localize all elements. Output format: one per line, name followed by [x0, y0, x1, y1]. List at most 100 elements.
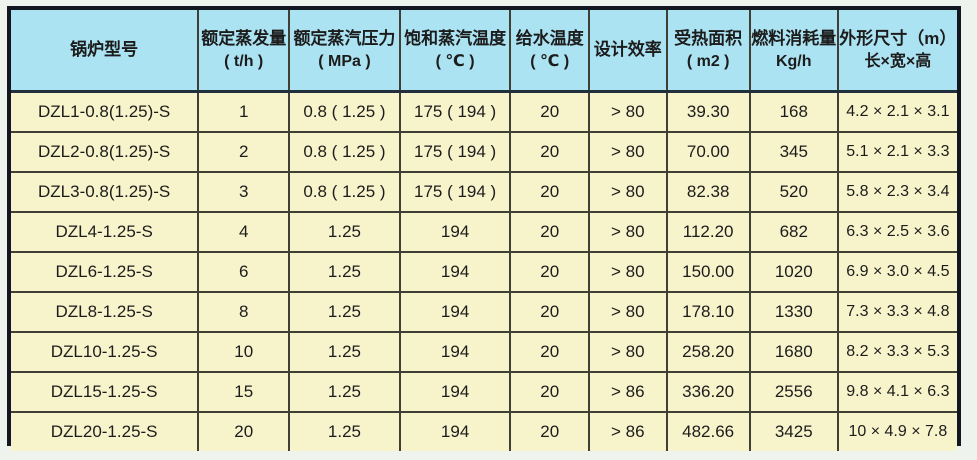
boiler-spec-table: 锅炉型号 额定蒸发量 ( t/h ) 额定蒸汽压力 ( MPa ) 饱和蒸汽温度 ( ℃ )…: [7, 6, 961, 451]
cell-design-efficiency: > 80: [587, 90, 668, 133]
cell-dimensions: 5.1 × 2.1 × 3.3: [836, 131, 957, 173]
cell-design-efficiency: > 80: [587, 331, 668, 373]
col-header-feed-water-temp: 给水温度 ( ℃ ): [509, 10, 590, 93]
cell-saturated-steam-temp: 194: [398, 411, 512, 451]
cell-design-efficiency: > 80: [587, 291, 668, 333]
cell-heating-area: 82.38: [665, 171, 751, 213]
col-header-fuel-consumption: 燃料消耗量 Kg/h: [748, 10, 839, 93]
cell-feed-water-temp: 20: [509, 90, 590, 133]
cell-dimensions: 10 × 4.9 × 7.8: [836, 411, 957, 451]
cell-rated-steam-pressure: 1.25: [288, 331, 401, 373]
cell-feed-water-temp: 20: [509, 211, 590, 253]
col-title: 额定蒸发量: [201, 28, 287, 48]
cell-rated-evaporation: 4: [197, 211, 291, 253]
cell-design-efficiency: > 86: [587, 411, 668, 451]
table-row: DZL1-0.8(1.25)-S 1 0.8 ( 1.25 ) 175 ( 194 )…: [11, 90, 957, 133]
cell-feed-water-temp: 20: [509, 251, 590, 293]
cell-feed-water-temp: 20: [509, 331, 590, 373]
cell-fuel-consumption: 2556: [748, 371, 839, 413]
cell-heating-area: 150.00: [665, 251, 751, 293]
table-row: DZL20-1.25-S 20 1.25 194 20 > 86 482.66 3425 10 …: [11, 411, 957, 451]
cell-dimensions: 6.9 × 3.0 × 4.5: [836, 251, 957, 293]
cell-saturated-steam-temp: 175 ( 194 ): [398, 171, 512, 213]
cell-design-efficiency: > 80: [587, 171, 668, 213]
cell-saturated-steam-temp: 175 ( 194 ): [398, 131, 512, 173]
cell-fuel-consumption: 520: [748, 171, 839, 213]
cell-rated-steam-pressure: 1.25: [288, 211, 401, 253]
cell-fuel-consumption: 1020: [748, 251, 839, 293]
col-header-dimensions: 外形尺寸（m） 长×宽×高: [836, 10, 957, 93]
cell-fuel-consumption: 3425: [748, 411, 839, 451]
cell-heating-area: 178.10: [665, 291, 751, 333]
cell-fuel-consumption: 1680: [748, 331, 839, 373]
col-title: 给水温度: [515, 28, 584, 48]
col-header-saturated-steam-temp: 饱和蒸汽温度 ( ℃ ): [398, 10, 512, 93]
col-title: 锅炉型号: [70, 39, 139, 59]
cell-rated-evaporation: 1: [197, 90, 291, 133]
cell-model: DZL10-1.25-S: [11, 331, 200, 373]
cell-dimensions: 6.3 × 2.5 × 3.6: [836, 211, 957, 253]
col-unit: ( m2 ): [686, 52, 730, 70]
cell-heating-area: 258.20: [665, 331, 751, 373]
col-unit: Kg/h: [775, 52, 812, 70]
cell-feed-water-temp: 20: [509, 371, 590, 413]
col-unit: ( ℃ ): [435, 52, 475, 70]
cell-design-efficiency: > 80: [587, 131, 668, 173]
cell-design-efficiency: > 80: [587, 211, 668, 253]
cell-saturated-steam-temp: 194: [398, 371, 512, 413]
table-row: DZL6-1.25-S 6 1.25 194 20 > 80 150.00 1020 6.9 ×…: [11, 251, 957, 293]
cell-dimensions: 4.2 × 2.1 × 3.1: [836, 90, 957, 133]
table-header: 锅炉型号 额定蒸发量 ( t/h ) 额定蒸汽压力 ( MPa ) 饱和蒸汽温度 ( ℃ )…: [11, 10, 957, 93]
cell-feed-water-temp: 20: [509, 131, 590, 173]
cell-rated-steam-pressure: 0.8 ( 1.25 ): [288, 171, 401, 213]
cell-rated-steam-pressure: 1.25: [288, 251, 401, 293]
cell-heating-area: 482.66: [665, 411, 751, 451]
cell-dimensions: 9.8 × 4.1 × 6.3: [836, 371, 957, 413]
table-row: DZL3-0.8(1.25)-S 3 0.8 ( 1.25 ) 175 ( 194 )…: [11, 171, 957, 213]
col-unit: 长×宽×高: [864, 52, 932, 70]
col-header-rated-steam-pressure: 额定蒸汽压力 ( MPa ): [288, 10, 401, 93]
col-unit: ( MPa ): [318, 52, 371, 70]
cell-saturated-steam-temp: 194: [398, 291, 512, 333]
cell-fuel-consumption: 682: [748, 211, 839, 253]
cell-saturated-steam-temp: 175 ( 194 ): [398, 90, 512, 133]
cell-feed-water-temp: 20: [509, 171, 590, 213]
cell-heating-area: 39.30: [665, 90, 751, 133]
cell-saturated-steam-temp: 194: [398, 211, 512, 253]
cell-rated-steam-pressure: 1.25: [288, 411, 401, 451]
cell-dimensions: 7.3 × 3.3 × 4.8: [836, 291, 957, 333]
col-title: 设计效率: [593, 39, 662, 59]
cell-dimensions: 8.2 × 3.3 × 5.3: [836, 331, 957, 373]
cell-fuel-consumption: 168: [748, 90, 839, 133]
col-title: 受热面积: [674, 28, 743, 48]
table-body: DZL1-0.8(1.25)-S 1 0.8 ( 1.25 ) 175 ( 194 )…: [11, 90, 957, 451]
cell-rated-steam-pressure: 1.25: [288, 371, 401, 413]
cell-saturated-steam-temp: 194: [398, 331, 512, 373]
cell-feed-water-temp: 20: [509, 411, 590, 451]
table-row: DZL15-1.25-S 15 1.25 194 20 > 86 336.20 2556 9.8…: [11, 371, 957, 413]
col-unit: ( ℃ ): [530, 52, 570, 70]
cell-design-efficiency: > 80: [587, 251, 668, 293]
col-title: 燃料消耗量: [751, 28, 837, 48]
cell-model: DZL6-1.25-S: [11, 251, 200, 293]
cell-model: DZL15-1.25-S: [11, 371, 200, 413]
col-header-heating-area: 受热面积 ( m2 ): [665, 10, 751, 93]
col-header-model: 锅炉型号: [11, 10, 200, 93]
cell-heating-area: 112.20: [665, 211, 751, 253]
cell-rated-steam-pressure: 1.25: [288, 291, 401, 333]
cell-rated-evaporation: 20: [197, 411, 291, 451]
cell-heating-area: 70.00: [665, 131, 751, 173]
cell-model: DZL4-1.25-S: [11, 211, 200, 253]
cell-model: DZL8-1.25-S: [11, 291, 200, 333]
table-row: DZL10-1.25-S 10 1.25 194 20 > 80 258.20 1680 8.2…: [11, 331, 957, 373]
table-row: DZL4-1.25-S 4 1.25 194 20 > 80 112.20 682 6.3 × …: [11, 211, 957, 253]
cell-saturated-steam-temp: 194: [398, 251, 512, 293]
cell-model: DZL20-1.25-S: [11, 411, 200, 451]
table-row: DZL2-0.8(1.25)-S 2 0.8 ( 1.25 ) 175 ( 194 )…: [11, 131, 957, 173]
cell-rated-evaporation: 10: [197, 331, 291, 373]
col-title: 外形尺寸（m）: [839, 28, 957, 48]
cell-rated-evaporation: 2: [197, 131, 291, 173]
cell-rated-steam-pressure: 0.8 ( 1.25 ): [288, 90, 401, 133]
header-row: 锅炉型号 额定蒸发量 ( t/h ) 额定蒸汽压力 ( MPa ) 饱和蒸汽温度 ( ℃ )…: [11, 10, 957, 93]
col-title: 额定蒸汽压力: [293, 28, 396, 48]
